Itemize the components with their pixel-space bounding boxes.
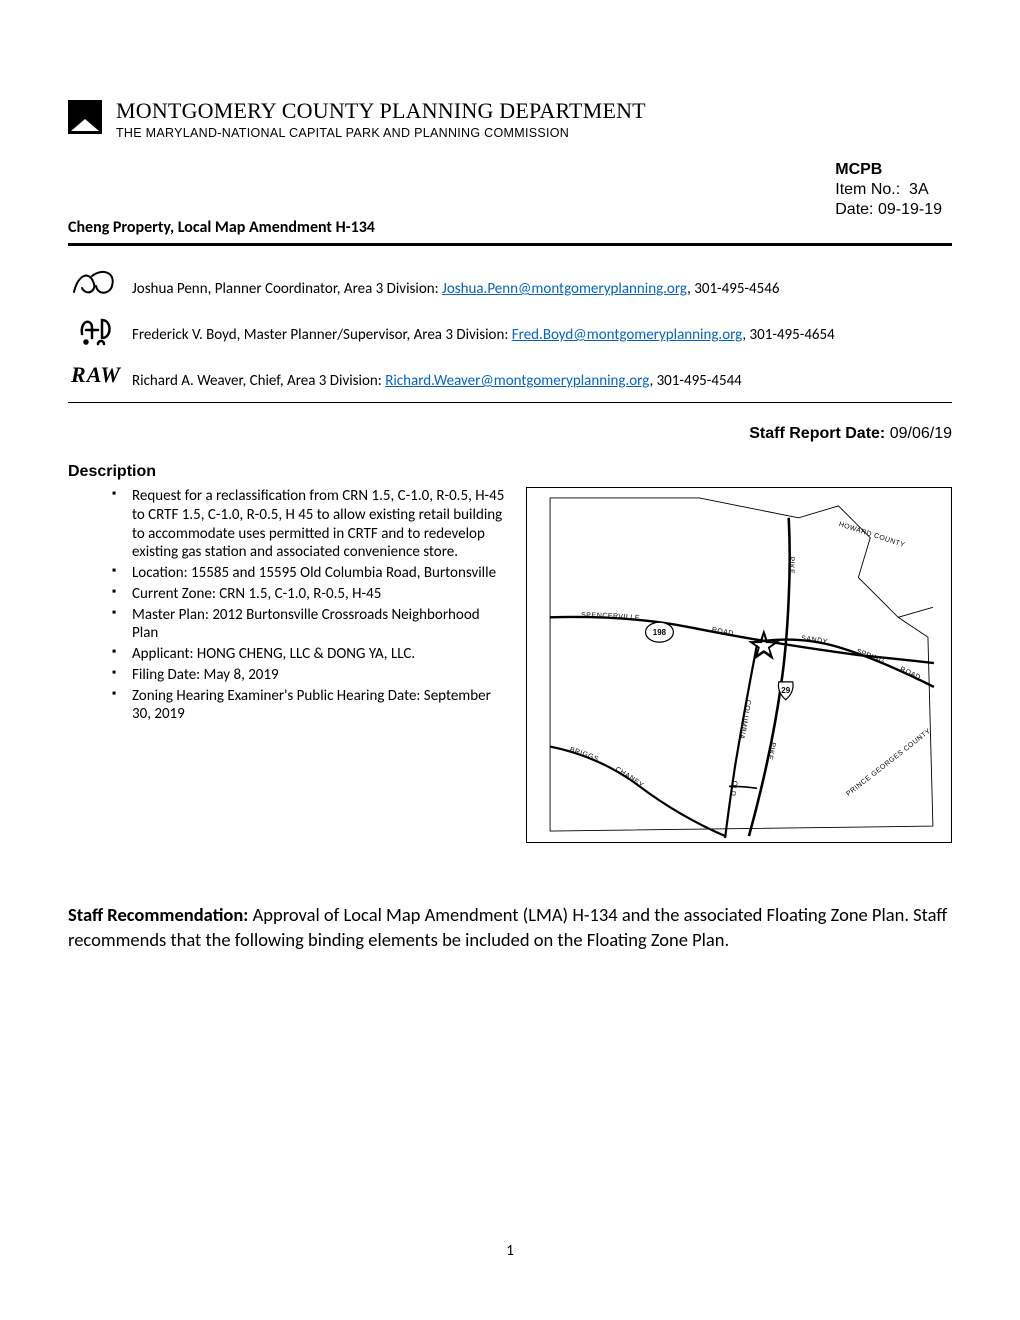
staff-contact-list: Joshua Penn, Planner Coordinator, Area 3… bbox=[68, 264, 952, 392]
svg-text:29: 29 bbox=[781, 686, 790, 695]
svg-text:ROAD: ROAD bbox=[899, 666, 922, 682]
map-svg: 198 29 SPENCERVILLE ROAD SANDY SPRING RO… bbox=[527, 488, 951, 842]
svg-text:PIKE: PIKE bbox=[766, 741, 776, 760]
svg-text:PIKE: PIKE bbox=[788, 556, 795, 574]
svg-text:BRIGGS: BRIGGS bbox=[569, 746, 600, 763]
department-subtitle: THE MARYLAND-NATIONAL CAPITAL PARK AND P… bbox=[116, 126, 646, 140]
route-shield-29: 29 bbox=[778, 682, 793, 700]
title-divider bbox=[68, 243, 952, 246]
list-item: Location: 15585 and 15595 Old Columbia R… bbox=[112, 564, 508, 583]
report-date-value: 09/06/19 bbox=[890, 425, 952, 442]
svg-text:SPENCERVILLE: SPENCERVILLE bbox=[581, 612, 640, 622]
staff-name: Frederick V. Boyd bbox=[132, 326, 237, 344]
staff-role: Master Planner/Supervisor, Area 3 Divisi… bbox=[244, 326, 505, 344]
staff-role: Planner Coordinator, Area 3 Division bbox=[215, 280, 435, 298]
department-title-block: MONTGOMERY COUNTY PLANNING DEPARTMENT TH… bbox=[116, 98, 646, 140]
staff-email-link[interactable]: Fred.Boyd@montgomeryplanning.org bbox=[512, 326, 743, 344]
svg-text:SANDY: SANDY bbox=[801, 635, 828, 646]
staff-name: Richard A. Weaver bbox=[132, 372, 242, 390]
mcpb-heading: MCPB bbox=[835, 160, 942, 180]
page-number: 1 bbox=[0, 1242, 1020, 1260]
svg-text:OLD: OLD bbox=[729, 780, 738, 797]
mcpb-date-value: 09-19-19 bbox=[878, 201, 942, 218]
svg-text:198: 198 bbox=[653, 628, 667, 637]
recommendation-label: Staff Recommendation: bbox=[68, 903, 253, 926]
mcpb-item-value: 3A bbox=[909, 181, 929, 198]
description-two-column: Request for a reclassification from CRN … bbox=[68, 487, 952, 843]
staff-text: Joshua Penn, Planner Coordinator, Area 3… bbox=[132, 280, 779, 300]
list-item: Master Plan: 2012 Burtonsville Crossroad… bbox=[112, 606, 508, 644]
department-header: MONTGOMERY COUNTY PLANNING DEPARTMENT TH… bbox=[68, 100, 952, 140]
vicinity-map: 198 29 SPENCERVILLE ROAD SANDY SPRING RO… bbox=[526, 487, 952, 843]
staff-text: Richard A. Weaver, Chief, Area 3 Divisio… bbox=[132, 372, 742, 392]
list-item: Filing Date: May 8, 2019 bbox=[112, 666, 508, 685]
mcpb-info-block: MCPB Item No.: 3A Date: 09-19-19 bbox=[835, 160, 942, 220]
signature-icon: RAW bbox=[68, 358, 124, 392]
svg-text:HOWARD COUNTY: HOWARD COUNTY bbox=[838, 521, 906, 549]
list-item: Zoning Hearing Examiner's Public Hearing… bbox=[112, 687, 508, 725]
svg-text:PRINCE GEORGES COUNTY: PRINCE GEORGES COUNTY bbox=[845, 728, 932, 798]
staff-email-link[interactable]: Joshua.Penn@montgomeryplanning.org bbox=[442, 280, 687, 298]
route-shield-198: 198 bbox=[646, 622, 674, 642]
site-star-icon bbox=[748, 629, 780, 660]
staff-phone: 301-495-4544 bbox=[657, 372, 742, 390]
staff-email-link[interactable]: Richard.Weaver@montgomeryplanning.org bbox=[385, 372, 649, 390]
staff-role: Chief, Area 3 Division bbox=[250, 372, 378, 390]
description-list: Request for a reclassification from CRN … bbox=[68, 487, 508, 724]
mcpb-date-label: Date: bbox=[835, 201, 873, 218]
staff-phone: 301-495-4654 bbox=[750, 326, 835, 344]
staff-row: Joshua Penn, Planner Coordinator, Area 3… bbox=[68, 264, 952, 300]
svg-text:COLUMBIA: COLUMBIA bbox=[738, 699, 752, 740]
case-title: Cheng Property, Local Map Amendment H-13… bbox=[68, 218, 952, 237]
svg-text:ROAD: ROAD bbox=[711, 627, 734, 638]
agency-logo bbox=[68, 100, 102, 134]
signature-icon bbox=[68, 266, 124, 300]
staff-recommendation: Staff Recommendation: Approval of Local … bbox=[68, 903, 952, 953]
mcpb-item-row: Item No.: 3A bbox=[835, 180, 942, 200]
staff-row: Frederick V. Boyd, Master Planner/Superv… bbox=[68, 310, 952, 346]
signature-icon bbox=[68, 312, 124, 346]
department-title: MONTGOMERY COUNTY PLANNING DEPARTMENT bbox=[116, 98, 646, 124]
staff-name: Joshua Penn bbox=[132, 280, 208, 298]
report-date-label: Staff Report Date: bbox=[749, 425, 885, 442]
staff-row: RAW Richard A. Weaver, Chief, Area 3 Div… bbox=[68, 356, 952, 392]
list-item: Request for a reclassification from CRN … bbox=[112, 487, 508, 562]
staff-divider bbox=[68, 402, 952, 403]
description-column: Request for a reclassification from CRN … bbox=[68, 487, 508, 843]
staff-text: Frederick V. Boyd, Master Planner/Superv… bbox=[132, 326, 835, 346]
description-heading: Description bbox=[68, 463, 952, 481]
report-date-row: Staff Report Date: 09/06/19 bbox=[68, 425, 952, 443]
mcpb-date-row: Date: 09-19-19 bbox=[835, 200, 942, 220]
list-item: Applicant: HONG CHENG, LLC & DONG YA, LL… bbox=[112, 645, 508, 664]
staff-phone: 301-495-4546 bbox=[694, 280, 779, 298]
svg-text:CHANEY: CHANEY bbox=[614, 766, 645, 790]
mcpb-item-label: Item No.: bbox=[835, 181, 900, 198]
list-item: Current Zone: CRN 1.5, C-1.0, R-0.5, H-4… bbox=[112, 585, 508, 604]
